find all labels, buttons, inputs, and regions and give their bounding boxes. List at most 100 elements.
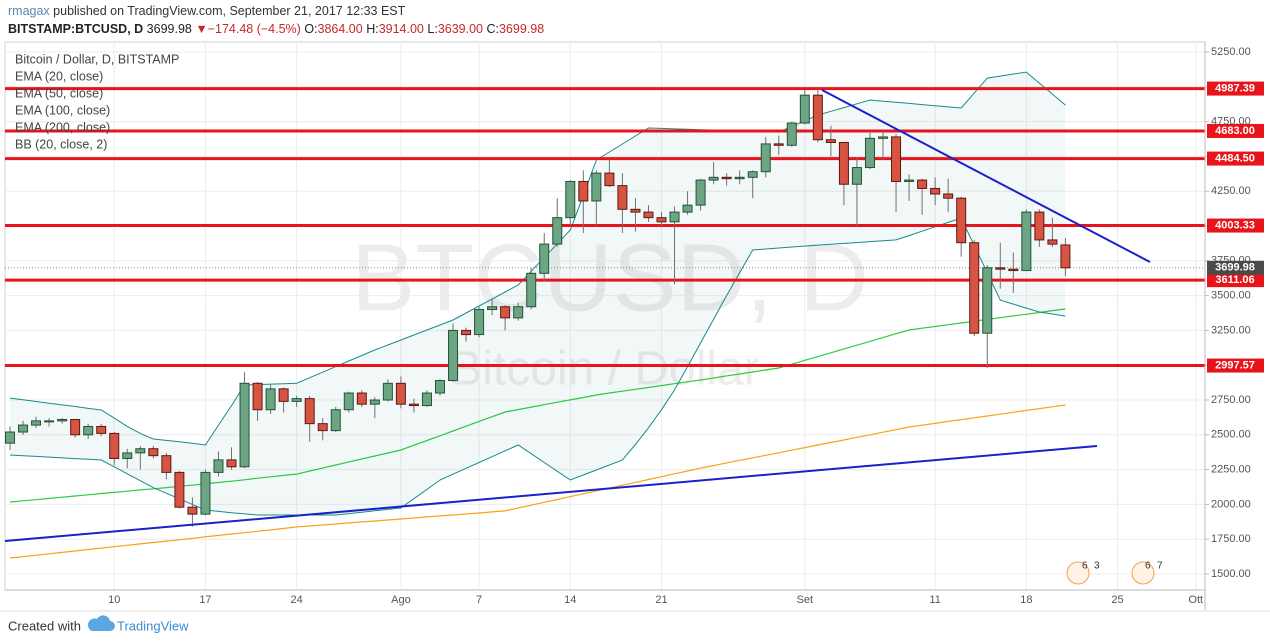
candle-body bbox=[408, 403, 419, 407]
candle-body bbox=[1047, 239, 1058, 245]
levels bbox=[5, 87, 1205, 368]
candle-body bbox=[864, 137, 875, 169]
y-tick-label: 3500.00 bbox=[1211, 290, 1251, 302]
candle-body bbox=[617, 185, 628, 210]
candle-body bbox=[135, 448, 146, 454]
candle-body bbox=[122, 452, 133, 459]
y-tick-label: 5250.00 bbox=[1211, 46, 1251, 58]
watermark-description: Bitcoin / Dollar bbox=[450, 343, 759, 396]
candle-body bbox=[747, 171, 758, 178]
event-label: 3 bbox=[1094, 561, 1100, 572]
candle-body bbox=[1060, 244, 1071, 269]
candle-body bbox=[604, 172, 615, 187]
candle-body bbox=[786, 122, 797, 146]
candle-body bbox=[552, 217, 563, 245]
candle-body bbox=[421, 392, 432, 407]
ohlc-value: 3864.00 bbox=[318, 22, 363, 36]
ohlc-key: L: bbox=[427, 22, 437, 36]
candle-body bbox=[982, 267, 993, 334]
events: 6 3 6 7 bbox=[1066, 561, 1163, 585]
event-label: 6 bbox=[1082, 561, 1088, 572]
candle-body bbox=[526, 272, 537, 308]
trend-lines bbox=[4, 89, 1151, 542]
symbol-line: BITSTAMP:BTCUSD, D 3699.98 ▼−174.48 (−4.… bbox=[8, 22, 544, 36]
footer-created: Created with bbox=[8, 618, 81, 633]
candle-body bbox=[434, 380, 445, 394]
y-tick-label: 1750.00 bbox=[1211, 533, 1251, 545]
candle-body bbox=[513, 306, 524, 319]
candle-body bbox=[461, 329, 472, 336]
x-tick-label: Set bbox=[797, 594, 814, 606]
candle-body bbox=[474, 309, 485, 336]
level-label: 4484.50 bbox=[1215, 152, 1255, 164]
candle-body bbox=[1021, 211, 1032, 272]
candle-body bbox=[930, 187, 941, 195]
ema-line bbox=[9, 308, 1066, 503]
level-label-bg bbox=[1207, 358, 1264, 373]
x-tick-label: 11 bbox=[929, 594, 940, 606]
candle-body bbox=[369, 399, 380, 405]
x-tick-label: 10 bbox=[108, 594, 120, 606]
change: ▼−174.48 (−4.5%) bbox=[195, 22, 301, 36]
trend-line bbox=[4, 445, 1098, 542]
event-label: 7 bbox=[1157, 561, 1163, 572]
footer-brand[interactable]: TradingView bbox=[117, 618, 189, 633]
ema-line bbox=[9, 404, 1066, 559]
candle-body bbox=[317, 423, 328, 432]
ohlc-key: H: bbox=[366, 22, 379, 36]
y-tick-label: 3250.00 bbox=[1211, 324, 1251, 336]
event-icon[interactable] bbox=[1066, 561, 1090, 585]
legend-entry: EMA (20, close) bbox=[15, 69, 103, 83]
event-label: 6 bbox=[1145, 561, 1151, 572]
candle-body bbox=[682, 204, 693, 213]
author[interactable]: rmagax bbox=[8, 4, 50, 18]
x-tick-label: 24 bbox=[291, 594, 303, 606]
legend: Bitcoin / Dollar, D, BITSTAMP EMA (20, c… bbox=[15, 52, 179, 151]
candle-body bbox=[760, 143, 771, 173]
x-tick-label: 21 bbox=[655, 594, 667, 606]
last: 3699.98 bbox=[147, 22, 192, 36]
candle-body bbox=[904, 179, 915, 182]
candle-body bbox=[734, 176, 745, 180]
candle-body bbox=[851, 167, 862, 185]
candle-body bbox=[31, 420, 42, 426]
candle-body bbox=[5, 431, 15, 444]
x-tick-label: Ago bbox=[391, 594, 411, 606]
event-icon[interactable] bbox=[1131, 561, 1155, 585]
legend-entry: EMA (100, close) bbox=[15, 103, 110, 117]
footer-logo[interactable] bbox=[88, 615, 115, 631]
candle-body bbox=[304, 398, 315, 425]
x-tick-label: 14 bbox=[564, 594, 576, 606]
level-label: 3611.06 bbox=[1215, 274, 1254, 286]
y-tick-label: 2750.00 bbox=[1211, 394, 1251, 406]
level-label: 4987.39 bbox=[1215, 82, 1255, 94]
candle-body bbox=[825, 139, 836, 143]
watermark: BTCUSD, D Bitcoin / Dollar bbox=[351, 224, 868, 395]
level-label-bg bbox=[1207, 81, 1264, 96]
y-tick-label: 2000.00 bbox=[1211, 498, 1251, 510]
candle-body bbox=[174, 471, 185, 508]
candle-body bbox=[578, 180, 589, 202]
legend-entry: EMA (50, close) bbox=[15, 86, 103, 100]
candle-body bbox=[838, 141, 849, 185]
candle-body bbox=[812, 94, 823, 141]
candle-body bbox=[448, 329, 459, 382]
header-line: rmagax published on TradingView.com, Sep… bbox=[8, 4, 406, 18]
candle-body bbox=[708, 176, 719, 181]
candle-body bbox=[891, 136, 902, 182]
y-tick-label: 2250.00 bbox=[1211, 464, 1251, 476]
candle-body bbox=[200, 471, 211, 515]
candle-body bbox=[565, 180, 576, 219]
candle-body bbox=[1008, 268, 1019, 272]
candle-body bbox=[187, 506, 198, 515]
last-price-label: 3699.98 bbox=[1215, 262, 1255, 274]
candle-body bbox=[500, 306, 511, 319]
ohlc-value: 3639.00 bbox=[438, 22, 483, 36]
candle-body bbox=[539, 243, 550, 274]
candle-body bbox=[213, 459, 224, 473]
level-label-bg bbox=[1207, 123, 1264, 138]
watermark-symbol: BTCUSD, D bbox=[351, 224, 868, 331]
candle-body bbox=[943, 193, 954, 199]
